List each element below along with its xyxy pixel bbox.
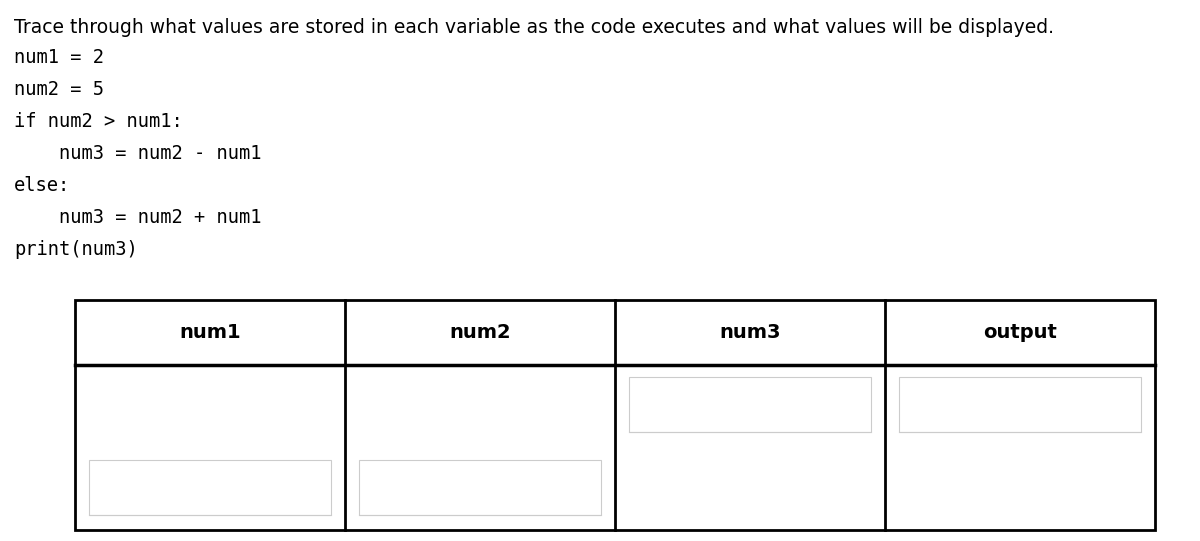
Text: output: output bbox=[983, 323, 1057, 342]
Bar bbox=[359, 460, 601, 515]
Text: print(num3): print(num3) bbox=[14, 240, 138, 259]
Text: if num2 > num1:: if num2 > num1: bbox=[14, 112, 182, 131]
Text: num3 = num2 + num1: num3 = num2 + num1 bbox=[59, 208, 262, 227]
Bar bbox=[89, 460, 331, 515]
Text: num2: num2 bbox=[449, 323, 511, 342]
Text: num2 = 5: num2 = 5 bbox=[14, 80, 104, 99]
Text: else:: else: bbox=[14, 176, 71, 195]
Text: num1: num1 bbox=[179, 323, 241, 342]
Bar bbox=[899, 377, 1141, 432]
Text: num3 = num2 - num1: num3 = num2 - num1 bbox=[59, 144, 262, 163]
Bar bbox=[74, 300, 1154, 530]
Bar bbox=[629, 377, 871, 432]
Text: num1 = 2: num1 = 2 bbox=[14, 48, 104, 67]
Text: num3: num3 bbox=[719, 323, 781, 342]
Text: Trace through what values are stored in each variable as the code executes and w: Trace through what values are stored in … bbox=[14, 18, 1054, 37]
